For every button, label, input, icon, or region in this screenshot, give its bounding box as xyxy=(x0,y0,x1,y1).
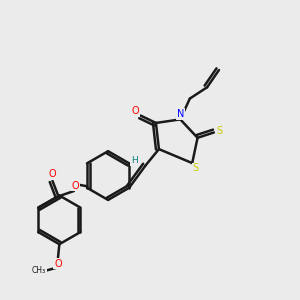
Text: O: O xyxy=(72,181,79,191)
Text: O: O xyxy=(132,106,140,116)
Text: S: S xyxy=(193,164,199,173)
Text: CH₃: CH₃ xyxy=(32,266,46,275)
Text: H: H xyxy=(131,156,138,165)
Text: O: O xyxy=(49,169,56,179)
Text: O: O xyxy=(54,259,62,269)
Text: S: S xyxy=(216,126,222,136)
Text: N: N xyxy=(177,109,184,119)
